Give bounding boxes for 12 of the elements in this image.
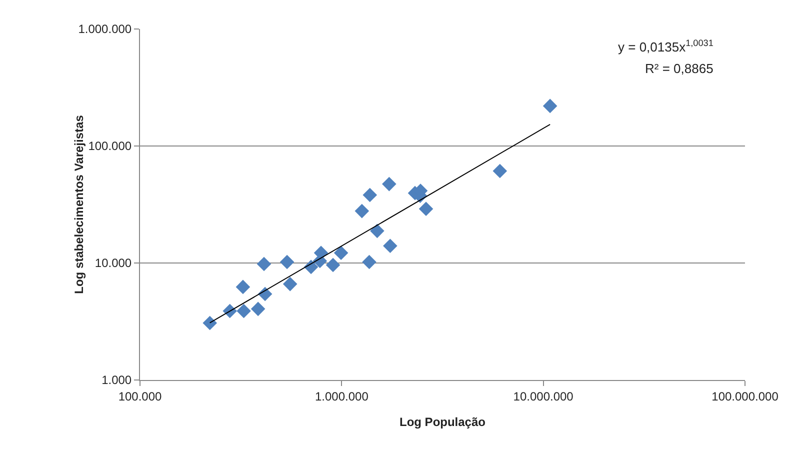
x-tick-label: 1.000.000 <box>314 389 369 404</box>
y-tick-label: 1.000 <box>102 373 132 388</box>
annotation: y = 0,0135x$^{1,0031}$ <box>618 38 714 54</box>
x-tick-label: 100.000 <box>118 389 162 404</box>
y-tick-label: 100.000 <box>88 139 132 154</box>
y-tick-label: 1.000.000 <box>78 22 132 36</box>
x-axis-title: Log População <box>399 415 486 429</box>
y-tick-label: 10.000 <box>94 256 132 270</box>
y-axis-title: Log stabelecimentos Varejistas <box>72 114 86 294</box>
x-tick-label: 100.000.000 <box>712 389 779 404</box>
annotation: R² = 0,8865 <box>645 61 714 76</box>
x-tick-label: 10.000.000 <box>513 389 574 404</box>
